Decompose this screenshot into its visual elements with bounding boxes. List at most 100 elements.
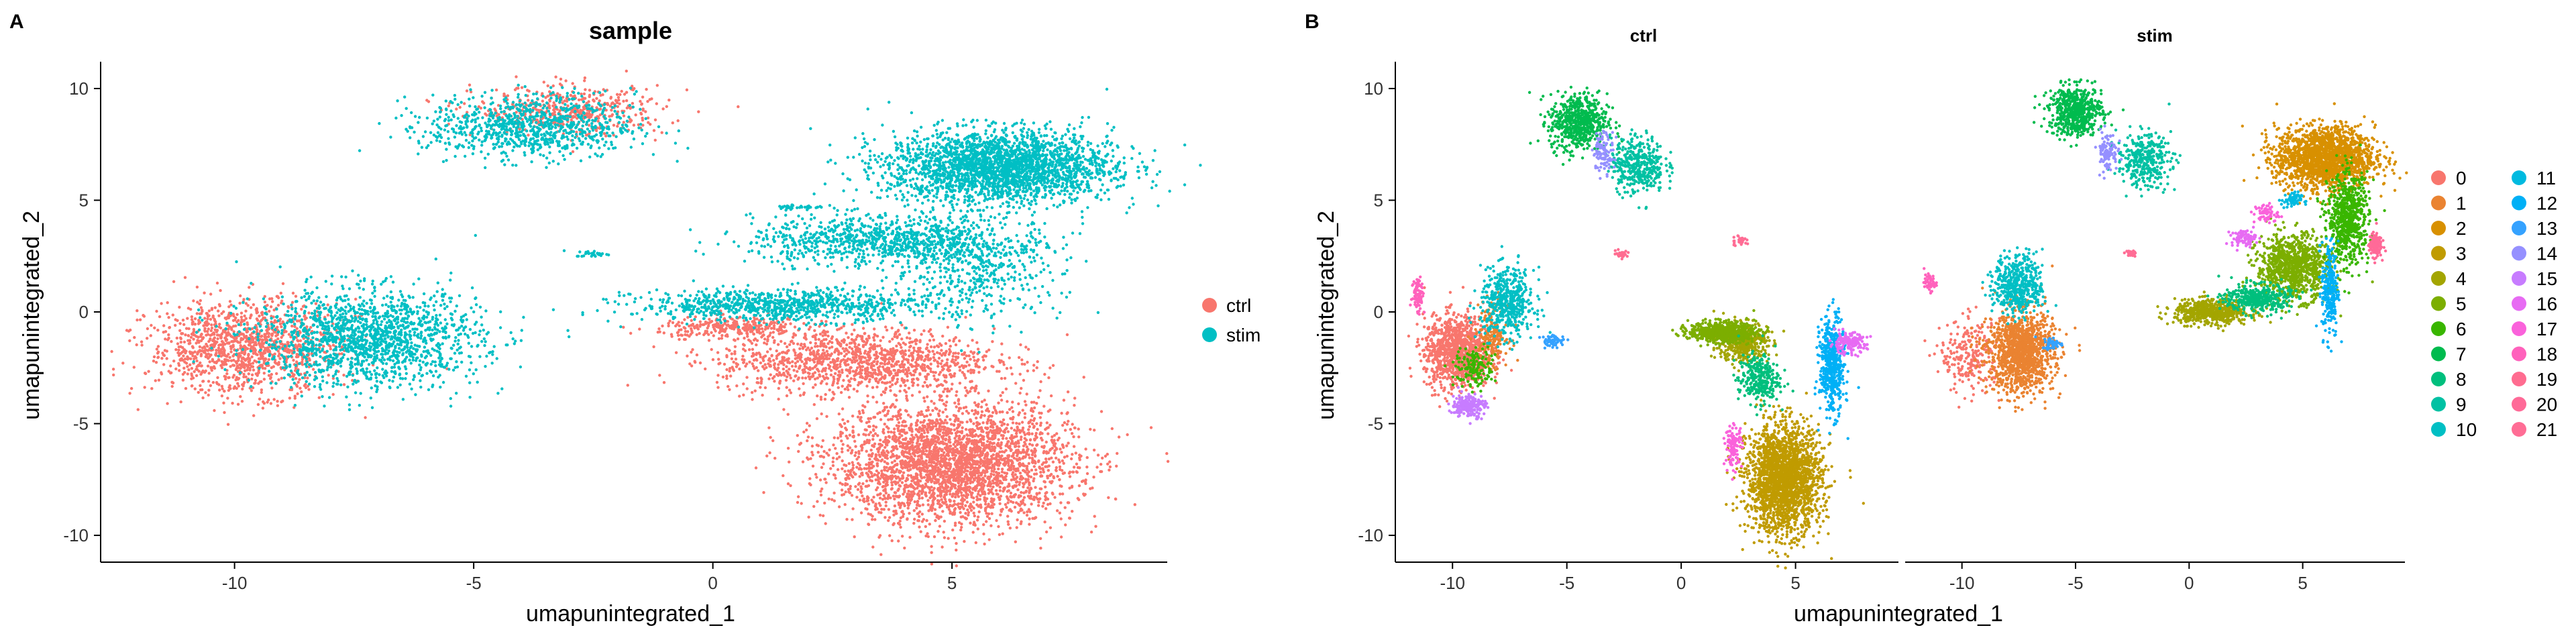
point-ctrl xyxy=(922,435,925,438)
point-ctrl xyxy=(906,375,908,378)
point-ctrl xyxy=(940,498,943,501)
point-ctrl xyxy=(943,425,945,428)
point-ctrl xyxy=(987,443,990,446)
point-ctrl xyxy=(1029,438,1032,441)
point-ctrl xyxy=(847,388,849,391)
point-ctrl xyxy=(1023,441,1026,443)
point-ctrl xyxy=(897,456,900,459)
point-ctrl xyxy=(888,516,891,519)
point-ctrl xyxy=(964,394,967,397)
point-ctrl xyxy=(995,412,998,415)
point-ctrl xyxy=(826,331,829,333)
point-ctrl xyxy=(1058,478,1061,481)
point-ctrl xyxy=(1049,502,1051,505)
point-ctrl xyxy=(1033,473,1036,476)
point-ctrl xyxy=(1066,423,1069,425)
point-ctrl xyxy=(879,496,881,499)
point-ctrl xyxy=(1026,370,1029,372)
point-ctrl xyxy=(1017,496,1020,498)
point-ctrl xyxy=(887,410,890,413)
point-ctrl xyxy=(869,343,872,346)
point-ctrl xyxy=(1085,466,1088,468)
point-ctrl xyxy=(851,494,853,496)
point-ctrl xyxy=(1006,501,1009,504)
point-ctrl xyxy=(973,479,975,482)
point-ctrl xyxy=(975,503,978,506)
point-ctrl xyxy=(1016,467,1019,470)
point-ctrl xyxy=(851,333,853,335)
point-ctrl xyxy=(796,343,799,345)
point-ctrl xyxy=(1059,484,1061,487)
point-ctrl xyxy=(1000,494,1002,497)
point-ctrl xyxy=(966,421,969,423)
point-ctrl xyxy=(857,433,860,436)
point-ctrl xyxy=(1043,373,1046,376)
point-ctrl xyxy=(908,460,911,462)
point-ctrl xyxy=(807,435,810,438)
point-ctrl xyxy=(907,442,910,445)
point-ctrl xyxy=(913,509,916,512)
point-ctrl xyxy=(830,374,833,376)
point-ctrl xyxy=(867,523,870,526)
point-ctrl xyxy=(843,470,846,472)
point-ctrl xyxy=(745,362,748,365)
point-ctrl xyxy=(852,464,855,466)
point-ctrl xyxy=(1063,398,1065,401)
point-ctrl xyxy=(1006,515,1009,517)
point-ctrl xyxy=(1000,510,1003,513)
point-ctrl xyxy=(755,353,757,356)
point-ctrl xyxy=(738,394,741,397)
point-ctrl xyxy=(920,333,922,335)
point-ctrl xyxy=(1036,443,1038,446)
point-ctrl xyxy=(971,449,974,451)
point-ctrl xyxy=(959,466,961,468)
point-ctrl xyxy=(1008,459,1010,462)
point-ctrl xyxy=(805,429,808,431)
point-ctrl xyxy=(846,349,849,352)
point-ctrl xyxy=(899,526,902,529)
point-ctrl xyxy=(941,460,944,463)
point-ctrl xyxy=(1084,493,1087,496)
point-ctrl xyxy=(869,417,872,420)
point-ctrl xyxy=(710,348,713,351)
point-ctrl xyxy=(957,423,959,426)
point-ctrl xyxy=(1037,460,1040,463)
point-ctrl xyxy=(828,498,830,500)
point-ctrl xyxy=(983,474,986,477)
point-ctrl xyxy=(949,465,952,468)
point-ctrl xyxy=(771,439,774,442)
point-ctrl xyxy=(1035,402,1038,405)
point-ctrl xyxy=(822,375,824,378)
point-ctrl xyxy=(916,500,919,502)
point-ctrl xyxy=(908,349,910,352)
point-ctrl xyxy=(1015,432,1018,435)
point-ctrl xyxy=(800,502,803,504)
point-ctrl xyxy=(990,488,993,490)
point-ctrl xyxy=(728,388,731,391)
point-ctrl xyxy=(833,392,835,395)
point-ctrl xyxy=(819,478,822,481)
point-ctrl xyxy=(823,502,826,504)
point-ctrl xyxy=(942,368,945,370)
point-ctrl xyxy=(973,512,975,515)
point-ctrl xyxy=(847,470,850,472)
point-ctrl xyxy=(945,376,947,378)
point-ctrl xyxy=(932,461,934,464)
point-ctrl xyxy=(968,505,971,508)
point-ctrl xyxy=(839,423,841,426)
point-ctrl xyxy=(938,409,941,412)
point-ctrl xyxy=(929,426,932,429)
point-ctrl xyxy=(855,496,858,498)
point-ctrl xyxy=(1030,469,1033,472)
point-ctrl xyxy=(904,421,906,423)
point-ctrl xyxy=(1044,496,1047,499)
point-ctrl xyxy=(1094,525,1097,528)
point-ctrl xyxy=(971,476,973,478)
point-ctrl xyxy=(694,360,696,363)
point-ctrl xyxy=(963,478,965,480)
point-ctrl xyxy=(910,490,912,493)
point-ctrl xyxy=(861,409,864,412)
point-ctrl xyxy=(798,366,801,369)
point-ctrl xyxy=(841,468,843,470)
point-ctrl xyxy=(781,351,784,354)
